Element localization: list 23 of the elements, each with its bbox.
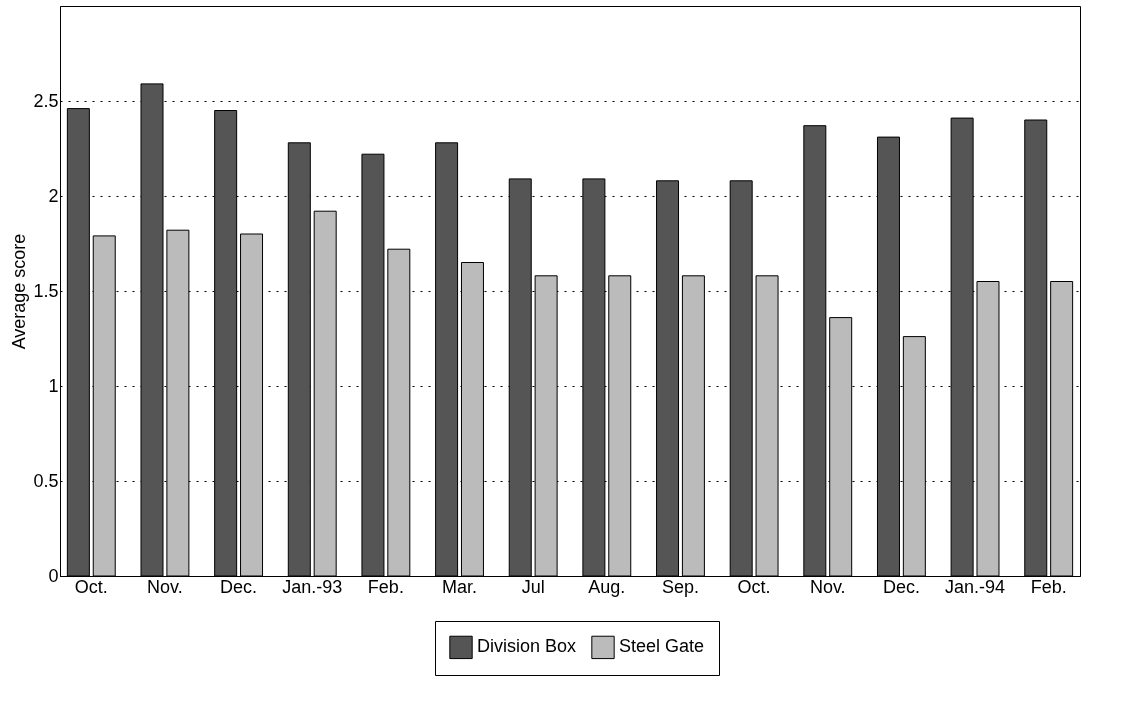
y-tick-label: 2 (48, 185, 59, 206)
x-tick-label: Nov. (809, 576, 846, 597)
x-tick-label: Sep. (661, 576, 699, 597)
x-tick-label: Jan.-94 (945, 576, 1006, 597)
x-tick-label: Oct. (737, 576, 771, 597)
x-tick-label: Nov. (147, 576, 183, 597)
legend-label: Steel Gate (619, 636, 705, 657)
y-tick-label: 1 (48, 375, 59, 396)
y-axis-title: Average score (9, 233, 30, 350)
x-tick-label: Feb. (367, 576, 404, 597)
x-tick-label: Oct. (74, 576, 108, 597)
x-tick-label: Aug. (588, 576, 626, 597)
x-tick-label: Dec. (220, 576, 258, 597)
x-tick-label: Jul (521, 576, 545, 597)
y-tick-label: 0 (48, 565, 59, 586)
x-tick-label: Jan.-93 (282, 576, 343, 597)
y-tick-label: 2.5 (33, 90, 59, 111)
x-tick-label: Dec. (882, 576, 920, 597)
x-tick-label: Feb. (1030, 576, 1067, 597)
y-tick-label: 1.5 (33, 280, 59, 301)
y-tick-label: 0.5 (33, 470, 59, 491)
x-tick-label: Mar. (442, 576, 478, 597)
legend-label: Division Box (477, 636, 577, 657)
